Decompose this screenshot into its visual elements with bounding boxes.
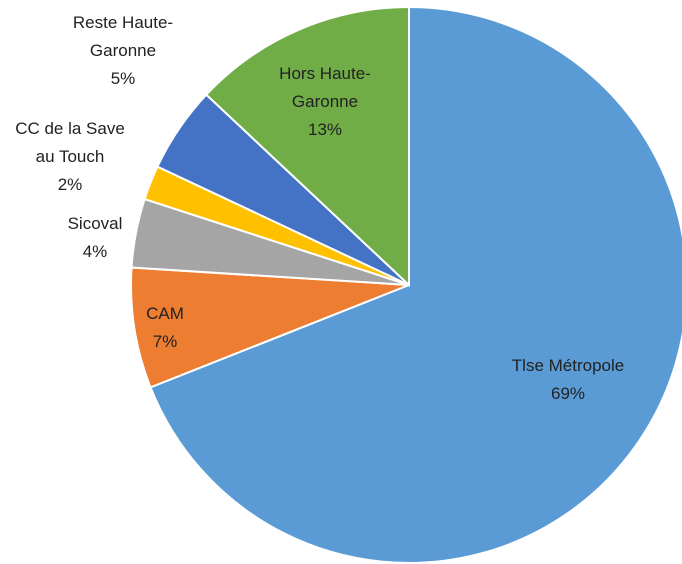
value-label: 13%: [307, 120, 343, 139]
slice-label: CAM 7%: [125, 300, 205, 356]
slice-label: Reste Haute-Garonne 5%: [63, 9, 183, 93]
slice-label: Tlse Métropole 69%: [468, 352, 668, 408]
slice-label: CC de la Save au Touch 2%: [8, 115, 133, 199]
value-label: 69%: [550, 384, 586, 403]
value-label: 4%: [82, 242, 108, 261]
pie-slice: [149, 5, 682, 564]
category-label: Sicoval: [67, 214, 123, 233]
value-label: 2%: [57, 175, 83, 194]
slice-label: Sicoval 4%: [50, 210, 140, 266]
category-label: Reste Haute-Garonne: [72, 13, 174, 60]
category-label: CC de la Save au Touch: [15, 119, 125, 166]
category-label: CAM: [146, 304, 184, 323]
value-label: 5%: [110, 69, 136, 88]
pie-slice: [130, 266, 410, 389]
slice-label: Hors Haute-Garonne 13%: [260, 60, 390, 144]
pie-slice: [204, 5, 410, 288]
category-label: Hors Haute-Garonne: [279, 64, 371, 111]
value-label: 7%: [152, 332, 178, 351]
category-label: Tlse Métropole: [511, 356, 625, 375]
